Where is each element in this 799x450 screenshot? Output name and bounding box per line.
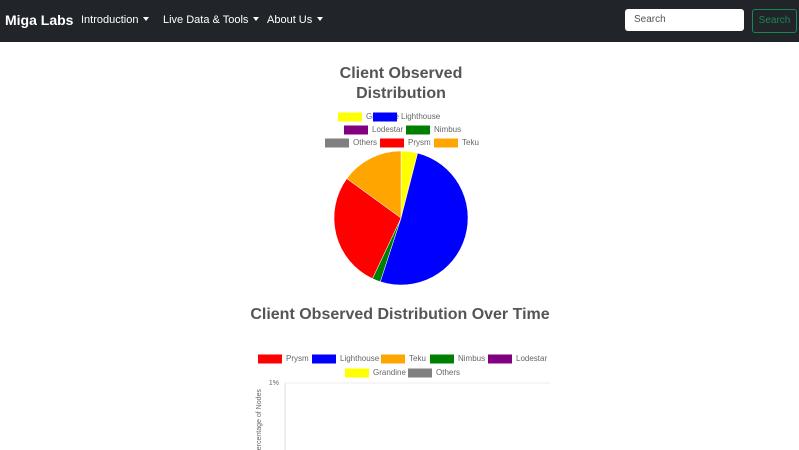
- legend-swatch: [381, 354, 405, 364]
- chart-title: Client Observed Distribution: [339, 65, 463, 102]
- legend-swatch: [345, 368, 369, 378]
- legend-swatch: [325, 138, 349, 148]
- legend-label: Lighthouse: [340, 354, 380, 363]
- legend-swatch: [380, 138, 404, 148]
- y-axis-label: Percentage of Nodes: [256, 389, 263, 450]
- legend-label: Grandine: [373, 368, 406, 377]
- legend-label: Teku: [462, 138, 479, 147]
- menu-item[interactable]: About Us: [267, 14, 324, 26]
- legend-label: Teku: [409, 354, 426, 363]
- y-tick-label: 1%: [269, 380, 279, 387]
- legend-label: Prysm: [408, 138, 431, 147]
- navbar: Miga Labs Introduction Live Data & Tools…: [0, 0, 799, 42]
- legend-label: Others: [353, 138, 377, 147]
- search-input[interactable]: Search: [625, 9, 744, 31]
- legend-label: Others: [436, 368, 460, 377]
- pie-slice: [333, 178, 402, 279]
- legend-swatch: [406, 125, 430, 135]
- legend-label: Nimbus: [458, 354, 485, 363]
- legend-swatch: [344, 125, 368, 135]
- legend-label: Lighthouse: [401, 112, 441, 121]
- legend-swatch: [258, 354, 282, 364]
- menu-label: About Us: [267, 14, 313, 26]
- pie-slice: [346, 150, 402, 219]
- search-button[interactable]: Search: [752, 9, 797, 33]
- legend-label: Lodestar: [372, 125, 403, 134]
- legend-swatch: [430, 354, 454, 364]
- chart-title: Client Observed Distribution Over Time: [250, 306, 550, 323]
- legend-label: Nimbus: [434, 125, 461, 134]
- menu-label: Live Data & Tools: [163, 14, 249, 26]
- menu-item[interactable]: Introduction: [81, 14, 150, 26]
- legend-label: Prysm: [286, 354, 309, 363]
- pie-slice: [379, 152, 469, 286]
- menu-label: Introduction: [81, 14, 139, 26]
- legend-swatch: [312, 354, 336, 364]
- legend-swatch: [373, 112, 397, 122]
- legend-swatch: [434, 138, 458, 148]
- legend-swatch: [338, 112, 362, 122]
- legend-swatch: [408, 368, 432, 378]
- menu-item[interactable]: Live Data & Tools: [163, 14, 260, 26]
- legend-swatch: [488, 354, 512, 364]
- legend-label: Lodestar: [516, 354, 547, 363]
- brand[interactable]: Miga Labs: [5, 12, 74, 28]
